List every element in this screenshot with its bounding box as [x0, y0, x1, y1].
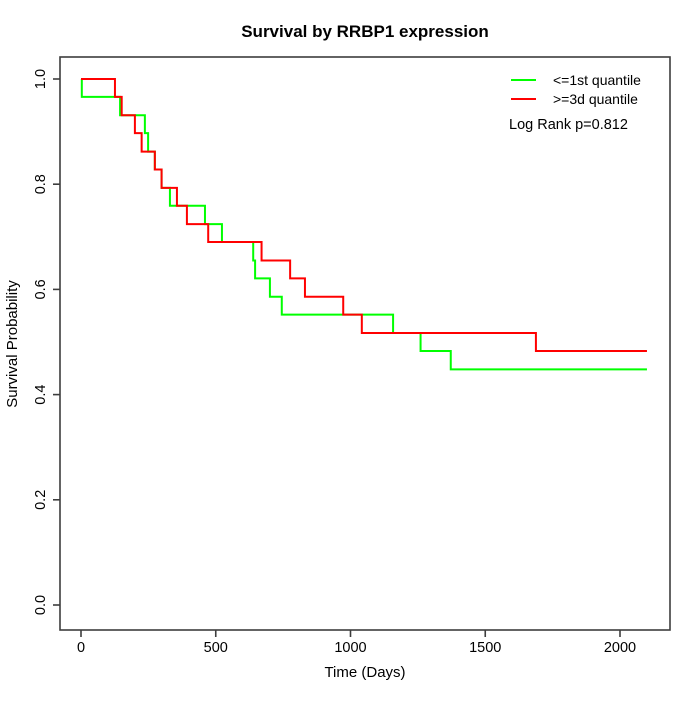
legend-label-group1: <=1st quantile [553, 72, 641, 88]
legend: <=1st quantile >=3d quantile Log Rank p=… [509, 72, 641, 133]
chart-title: Survival by RRBP1 expression [241, 22, 489, 41]
x-tick-label: 500 [204, 640, 228, 656]
y-tick-label: 1.0 [33, 69, 49, 89]
y-tick-label: 0.6 [33, 279, 49, 299]
log-rank-annotation: Log Rank p=0.812 [509, 117, 628, 133]
x-tick-label: 1000 [334, 640, 366, 656]
y-tick-label: 0.2 [33, 490, 49, 510]
x-tick-label: 1500 [469, 640, 501, 656]
y-tick-label: 0.4 [33, 385, 49, 405]
y-axis: 0.0 0.2 0.4 0.6 0.8 1.0 [33, 69, 60, 615]
plot-area-border [59, 56, 671, 631]
km-curve-low-quantile [80, 78, 647, 371]
km-curves [80, 78, 647, 371]
x-axis: 0 500 1000 1500 2000 [77, 630, 636, 656]
y-tick-label: 0.8 [33, 174, 49, 194]
y-tick-label: 0.0 [33, 595, 49, 615]
legend-label-group2: >=3d quantile [553, 91, 638, 107]
x-tick-label: 2000 [604, 640, 636, 656]
y-axis-title: Survival Probability [4, 280, 21, 408]
x-axis-title: Time (Days) [324, 664, 405, 681]
km-curve-high-quantile [81, 78, 647, 352]
x-tick-label: 0 [77, 640, 85, 656]
